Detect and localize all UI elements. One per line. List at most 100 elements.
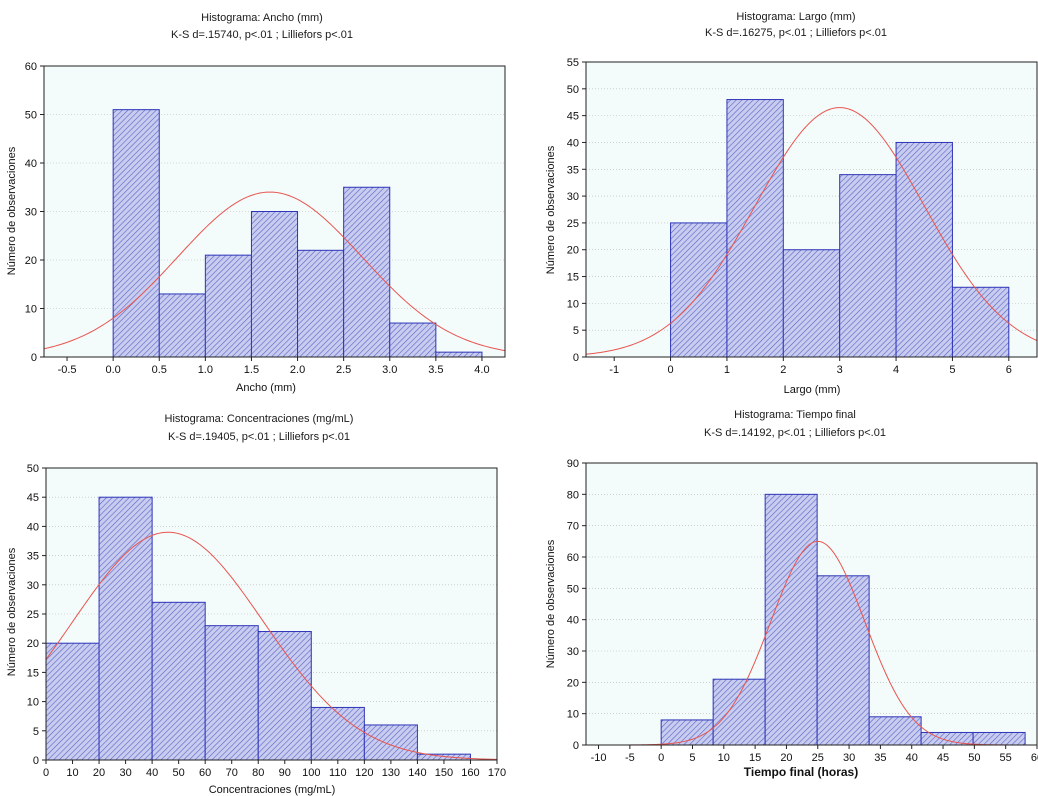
x-tick-label: 5 <box>689 752 695 764</box>
y-axis-ticks: 0 10 20 30 40 50 60 <box>25 61 44 364</box>
histogram-bar <box>435 351 483 358</box>
x-tick-label: 30 <box>843 752 855 764</box>
y-tick-label: 10 <box>27 697 39 709</box>
plot-frame <box>585 462 1038 746</box>
x-tick-label: 30 <box>119 767 131 779</box>
histogram-bar <box>951 286 1010 358</box>
x-tick-label: 110 <box>329 767 347 779</box>
y-tick-label: 0 <box>33 755 39 767</box>
chart-title: Histograma: Ancho (mm) <box>201 12 323 24</box>
x-tick-label: 40 <box>146 767 158 779</box>
y-tick-label: 50 <box>567 583 579 595</box>
y-tick-label: 60 <box>25 61 37 73</box>
x-tick-label: 10 <box>718 752 730 764</box>
histogram-bar <box>204 625 259 761</box>
x-axis-ticks: 0 10 20 30 40 50 60 70 80 90 100 110 120 130 140 150 160… <box>43 760 506 779</box>
x-axis-ticks: -1 0 1 2 3 4 5 6 <box>609 357 1012 376</box>
y-tick-label: 40 <box>567 615 579 627</box>
y-axis-ticks: 0 5 10 15 20 25 30 35 40 45 50 <box>27 463 46 767</box>
y-tick-label: 50 <box>27 463 39 475</box>
x-axis-ticks: -0.5 0.0 0.5 1.0 1.5 2.0 2.5 3.0 3.5 4.0 <box>58 357 490 376</box>
x-tick-label: -5 <box>625 752 635 764</box>
histogram-bar <box>782 249 841 358</box>
histogram-panel-ancho: Histograma: Ancho (mm) K-S d=.15740, p<.… <box>0 0 519 400</box>
x-tick-label: -10 <box>591 752 607 764</box>
x-tick-label: 35 <box>874 752 886 764</box>
y-tick-label: 60 <box>567 552 579 564</box>
histogram-bar <box>112 109 160 358</box>
y-tick-label: 25 <box>567 218 579 230</box>
histogram-bar <box>45 642 100 761</box>
normal-curve <box>585 107 1038 355</box>
y-tick-label: 30 <box>27 580 39 592</box>
y-tick-label: 30 <box>567 646 579 658</box>
y-axis-label: Número de observaciones <box>545 539 557 668</box>
x-tick-label: 3.0 <box>382 364 397 376</box>
x-axis-label: Largo (mm) <box>784 384 841 396</box>
x-axis-ticks: -10 -5 0 5 10 15 20 25 30 35 40 45 50 55 60 <box>591 745 1038 764</box>
histogram-bar <box>151 601 206 761</box>
histogram-bar <box>343 186 391 358</box>
y-tick-label: 40 <box>25 158 37 170</box>
x-tick-label: 2.5 <box>336 364 351 376</box>
histogram-bar <box>839 174 897 358</box>
x-tick-label: 90 <box>279 767 291 779</box>
y-tick-label: 45 <box>27 492 39 504</box>
histogram-tiempo-svg: Histograma: Tiempo final K-S d=.14192, p… <box>545 409 1038 779</box>
y-axis-label: Número de observaciones <box>6 146 18 275</box>
histogram-largo-svg: Histograma: Largo (mm) K-S d=.16275, p<.… <box>545 11 1038 396</box>
histogram-ancho-svg: Histograma: Ancho (mm) K-S d=.15740, p<.… <box>6 12 506 394</box>
histogram-panel-concentraciones: Histograma: Concentraciones (mg/mL) K-S … <box>0 400 519 796</box>
x-tick-label: 1 <box>724 364 730 376</box>
x-tick-label: 0 <box>668 364 674 376</box>
histogram-bar <box>257 631 312 761</box>
x-tick-label: -1 <box>609 364 619 376</box>
y-tick-label: 15 <box>27 667 39 679</box>
histogram-panel-tiempo-final: Histograma: Tiempo final K-S d=.14192, p… <box>519 400 1038 796</box>
y-tick-label: 40 <box>567 137 579 149</box>
y-tick-label: 55 <box>567 57 579 69</box>
x-axis-label: Tiempo final (horas) <box>744 765 858 779</box>
histogram-bar <box>416 753 471 761</box>
grid <box>44 114 505 309</box>
y-tick-label: 5 <box>573 325 579 337</box>
x-tick-label: -0.5 <box>58 364 77 376</box>
y-tick-label: 0 <box>573 740 579 752</box>
histogram-bar <box>764 493 818 746</box>
chart-subtitle: K-S d=.16275, p<.01 ; Lilliefors p<.01 <box>705 27 887 39</box>
y-tick-label: 30 <box>25 207 37 219</box>
histogram-bar <box>726 99 784 358</box>
y-axis-label: Número de observaciones <box>545 145 557 274</box>
x-tick-label: 120 <box>355 767 373 779</box>
y-tick-label: 50 <box>25 110 37 122</box>
y-tick-label: 0 <box>573 352 579 364</box>
histogram-bar <box>895 141 953 358</box>
chart-title: Histograma: Largo (mm) <box>736 11 855 23</box>
histogram-bar <box>363 724 418 761</box>
x-tick-label: 50 <box>173 767 185 779</box>
x-axis-label: Concentraciones (mg/mL) <box>209 784 336 796</box>
y-tick-label: 40 <box>27 521 39 533</box>
x-tick-label: 80 <box>252 767 264 779</box>
normal-curve <box>43 191 506 352</box>
y-tick-label: 45 <box>567 111 579 123</box>
y-axis-ticks: 0 10 20 30 40 50 60 70 80 90 <box>567 458 586 752</box>
histogram-bar <box>98 496 153 761</box>
x-tick-label: 4.0 <box>474 364 489 376</box>
y-tick-label: 20 <box>567 677 579 689</box>
x-tick-label: 45 <box>937 752 949 764</box>
chart-subtitle: K-S d=.19405, p<.01 ; Lilliefors p<.01 <box>168 431 350 443</box>
normal-curve <box>45 531 498 760</box>
y-tick-label: 20 <box>25 255 37 267</box>
plot-frame <box>585 61 1038 358</box>
y-axis-label: Número de observaciones <box>6 547 18 676</box>
x-tick-label: 70 <box>226 767 238 779</box>
x-tick-label: 60 <box>199 767 211 779</box>
chart-subtitle: K-S d=.14192, p<.01 ; Lilliefors p<.01 <box>704 427 886 439</box>
histogram-bar <box>868 716 922 746</box>
chart-title: Histograma: Tiempo final <box>734 409 856 421</box>
x-tick-label: 100 <box>302 767 320 779</box>
x-tick-label: 3.5 <box>428 364 443 376</box>
x-tick-label: 60 <box>1031 752 1038 764</box>
normal-curve <box>586 540 1037 746</box>
